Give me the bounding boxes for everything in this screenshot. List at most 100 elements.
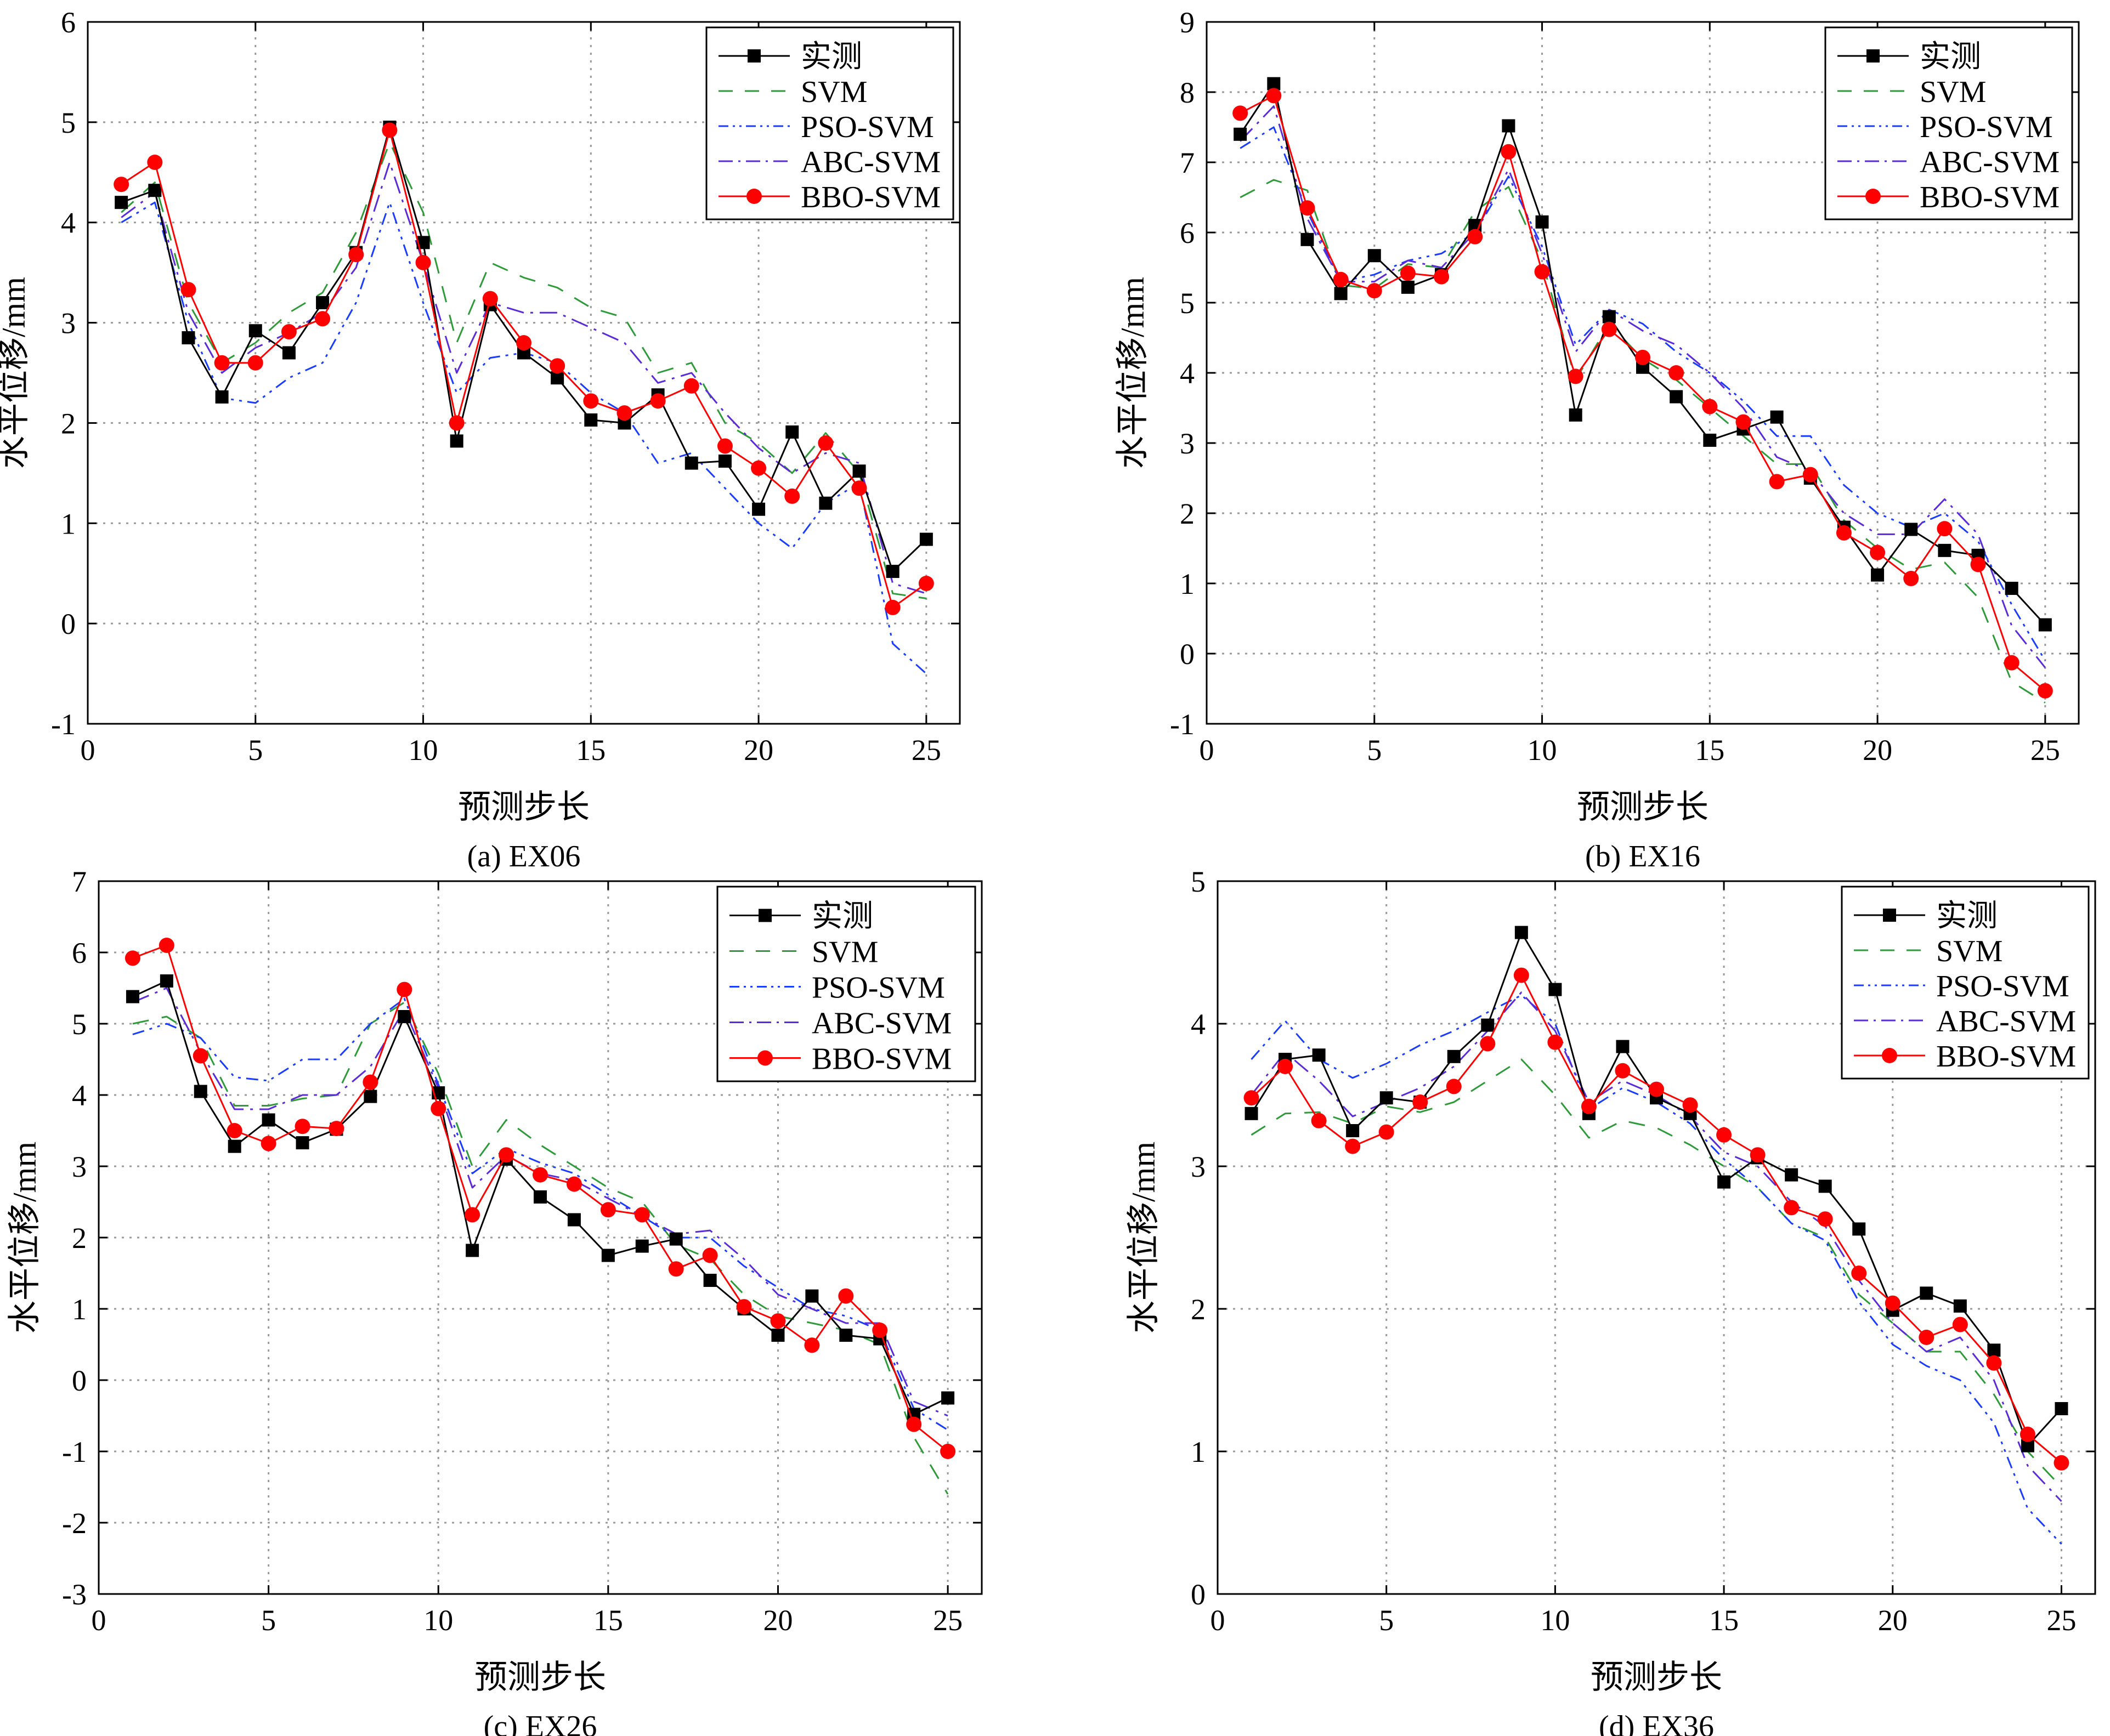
bbo-svm-point — [1970, 557, 1986, 572]
gridlines — [99, 881, 982, 1594]
chart-panel-4: 0 5 10 15 20 25 0 1 2 3 4 5 预测步长 水平位移/mm (d) EX36 实测SVM… — [1125, 865, 2096, 1736]
measured-point — [215, 390, 229, 404]
bbo-svm-point — [1277, 1059, 1293, 1074]
legend-label: SVM — [1920, 75, 1986, 109]
y-tick-label: 7 — [1180, 146, 1195, 179]
bbo-svm-point — [1903, 571, 1919, 587]
series-layer — [1232, 77, 2053, 704]
bbo-svm-point — [348, 247, 364, 263]
bbo-svm-point — [193, 1048, 208, 1064]
measured-point — [1300, 232, 1314, 246]
measured-point — [534, 1190, 547, 1204]
legend-marker — [1883, 909, 1896, 922]
bbo-svm-point — [770, 1313, 786, 1329]
y-tick-label: -1 — [51, 708, 76, 741]
measured-point — [248, 324, 262, 338]
x-axis-label: 预测步长 — [474, 1659, 606, 1695]
series-layer — [1243, 926, 2069, 1545]
measured-point — [1244, 1107, 1258, 1120]
x-tick-label: 5 — [248, 734, 263, 767]
legend-label: BBO-SVM — [812, 1042, 952, 1076]
bbo-svm-point — [1333, 271, 1349, 287]
bbo-svm-point — [634, 1207, 650, 1223]
bbo-svm-point — [1919, 1330, 1934, 1345]
measured-point — [1904, 523, 1918, 536]
bbo-svm-point — [1802, 467, 1818, 483]
measured-point — [601, 1249, 615, 1262]
x-axis-label: 预测步长 — [458, 789, 590, 825]
measured-point — [886, 565, 900, 578]
axis-ticks: 0 5 10 15 20 25 -3 -2 -1 0 1 2 3 4 5 6 7 — [62, 865, 982, 1637]
measured-point — [1548, 983, 1562, 996]
y-tick-label: 6 — [72, 937, 87, 969]
measured-point — [1535, 215, 1549, 229]
legend-marker — [1882, 1048, 1897, 1063]
x-tick-label: 20 — [1863, 734, 1892, 767]
series-line-abc-svm — [132, 987, 948, 1417]
bbo-svm-point — [465, 1207, 480, 1223]
bbo-svm-point — [1378, 1124, 1394, 1140]
x-tick-label: 5 — [1367, 734, 1382, 767]
measured-point — [194, 1085, 207, 1098]
series-line-pso-svm — [1251, 994, 2062, 1545]
axis-ticks: 0 5 10 15 20 25 0 1 2 3 4 5 — [1191, 865, 2095, 1637]
series-line-svm — [1240, 179, 2046, 704]
bbo-svm-point — [885, 599, 901, 615]
measured-point — [1818, 1179, 1832, 1193]
bbo-svm-point — [227, 1123, 242, 1138]
y-tick-label: -3 — [62, 1578, 87, 1611]
y-tick-label: 0 — [1180, 638, 1195, 671]
bbo-svm-point — [784, 488, 800, 504]
bbo-svm-point — [533, 1167, 548, 1183]
series-line-svm — [121, 141, 927, 599]
x-tick-label: 10 — [423, 1604, 453, 1637]
y-axis-label: 水平位移/mm — [7, 1142, 43, 1334]
x-tick-label: 15 — [593, 1604, 623, 1637]
measured-point — [839, 1329, 853, 1342]
bbo-svm-point — [906, 1416, 922, 1432]
legend-marker — [1866, 49, 1880, 63]
measured-point — [819, 496, 833, 510]
measured-point — [182, 331, 195, 344]
measured-point — [282, 346, 296, 360]
bbo-svm-point — [1601, 321, 1617, 337]
y-tick-label: 5 — [72, 1008, 87, 1041]
plot-frame — [1217, 880, 2096, 1595]
bbo-svm-point — [2037, 683, 2053, 699]
y-tick-label: 4 — [1180, 357, 1195, 390]
measured-point — [148, 184, 162, 197]
measured-point — [466, 1244, 479, 1257]
x-tick-label: 0 — [1210, 1604, 1225, 1637]
legend-marker — [1865, 189, 1881, 204]
bbo-svm-point — [1366, 283, 1382, 299]
legend-label: ABC-SVM — [812, 1007, 952, 1041]
bbo-svm-point — [1851, 1266, 1867, 1281]
measured-point — [1602, 310, 1616, 324]
panel-caption: (c) EX26 — [484, 1710, 597, 1736]
bbo-svm-point — [1434, 269, 1450, 285]
x-tick-label: 0 — [1200, 734, 1214, 767]
bbo-svm-point — [804, 1337, 820, 1353]
bbo-svm-point — [1467, 229, 1483, 245]
legend-label: SVM — [801, 75, 867, 109]
legend-label: PSO-SVM — [1936, 969, 2069, 1003]
measured-point — [1346, 1124, 1360, 1137]
bbo-svm-point — [566, 1176, 582, 1192]
measured-point — [316, 296, 330, 309]
legend-label: SVM — [812, 935, 878, 969]
x-tick-label: 15 — [1709, 1604, 1739, 1637]
y-tick-label: 5 — [1180, 287, 1195, 320]
y-tick-label: 5 — [61, 106, 76, 139]
bbo-svm-point — [1513, 967, 1529, 983]
series-line-svm — [132, 1001, 949, 1495]
measured-point — [1514, 926, 1528, 939]
bbo-svm-point — [329, 1121, 344, 1137]
bbo-svm-point — [751, 460, 767, 476]
legend-label: 实测 — [801, 40, 862, 74]
bbo-svm-point — [1232, 105, 1248, 121]
x-tick-label: 10 — [1540, 1604, 1570, 1637]
measured-point — [2038, 618, 2052, 632]
bbo-svm-point — [449, 415, 465, 431]
